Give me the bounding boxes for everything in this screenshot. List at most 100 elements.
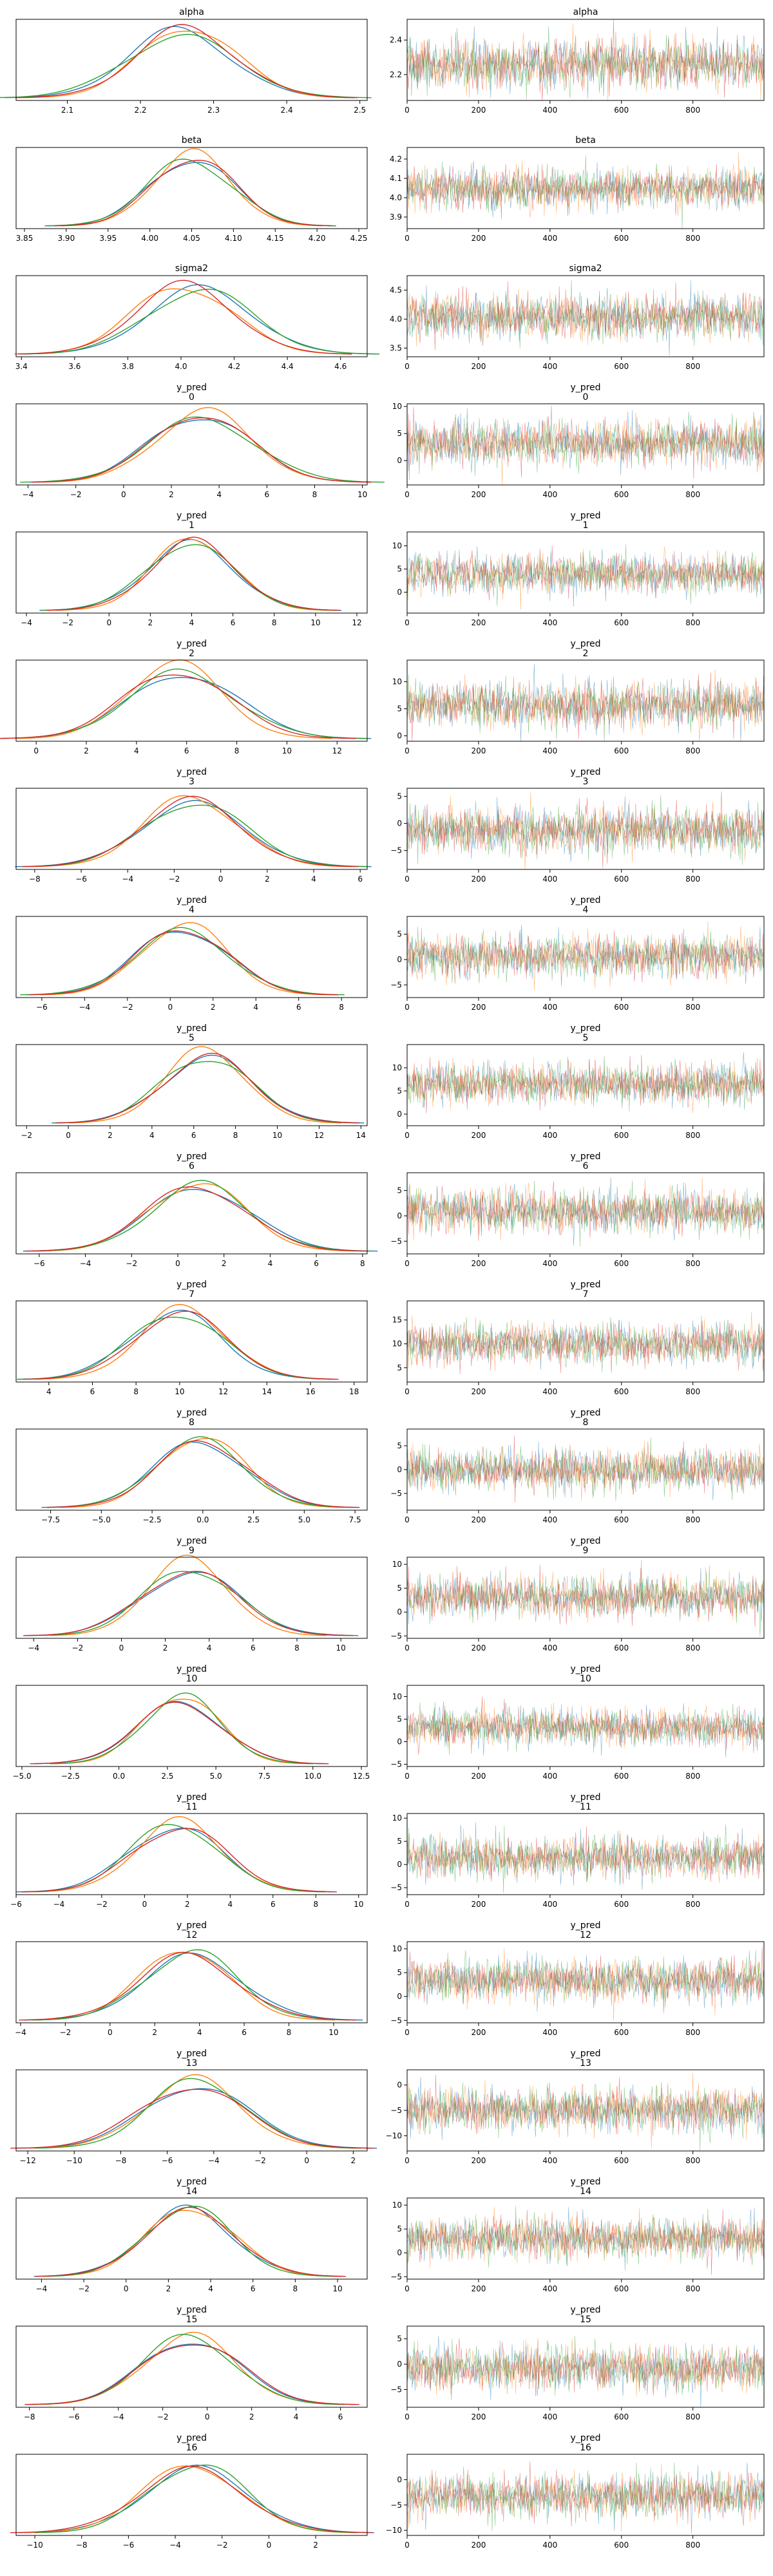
trace-ytick-label: 10	[392, 1692, 402, 1701]
density-line-chain-0	[19, 2465, 374, 2533]
density-xtick-label: 6	[251, 2284, 256, 2293]
trace-axes-frame	[406, 916, 765, 998]
trace-line-chain-3	[406, 1564, 764, 1627]
density-xtick-label: 2	[108, 1131, 113, 1140]
trace-ytick-label: 0	[397, 819, 402, 828]
trace-line-chain-2	[406, 1437, 764, 1501]
density-line-chain-3	[21, 1828, 337, 1893]
density-xtick-label: −10	[66, 2156, 82, 2165]
density-xtick-label: 8	[234, 746, 240, 755]
trace-xtick-label: 200	[471, 1515, 486, 1524]
density-xtick-label: 6	[191, 1131, 196, 1140]
density-xtick-label: 6	[251, 1643, 256, 1653]
trace-title: y_pred	[570, 1664, 600, 1674]
trace-line-chain-3	[406, 1181, 764, 1242]
trace-xtick-label: 600	[614, 362, 629, 371]
density-xtick-label: 6	[264, 490, 269, 499]
density-xtick-label: 18	[349, 1387, 359, 1396]
density-xtick-label: −4	[28, 1643, 39, 1653]
density-line-chain-0	[4, 26, 355, 99]
trace-xtick-label: 800	[685, 2412, 700, 2421]
trace-axes-frame	[406, 1044, 765, 1126]
trace-xtick-label: 0	[405, 490, 410, 499]
density-subtitle: 9	[189, 1546, 195, 1556]
trace-title: y_pred	[570, 511, 600, 521]
trace-ytick-label: 0	[397, 1211, 402, 1220]
trace-ytick-label: 4.5	[390, 286, 402, 295]
trace-xtick-label: 0	[405, 1387, 410, 1396]
density-xtick-label: 0	[167, 1003, 173, 1012]
density-xtick-label: 0	[106, 618, 111, 627]
trace-subtitle: 13	[580, 2058, 591, 2069]
trace-ytick-label: −5	[390, 1883, 402, 1892]
density-subtitle: 12	[186, 1930, 198, 1940]
trace-axes-frame	[406, 1813, 765, 1895]
trace-line-chain-1	[406, 1440, 764, 1501]
trace-line-chain-3	[406, 19, 764, 101]
density-line-chain-2	[0, 33, 372, 99]
density-line-chain-2	[33, 1571, 348, 1636]
density-xtick-label: 6	[338, 2412, 343, 2421]
trace-line-chain-3	[406, 2074, 764, 2136]
density-line-chain-1	[35, 1183, 358, 1252]
density-xtick-label: −4	[15, 2028, 26, 2037]
trace-ytick-label: 3.5	[390, 344, 402, 353]
density-line-chain-2	[0, 668, 367, 739]
trace-xtick-label: 800	[685, 746, 700, 755]
density-axes-frame	[15, 2069, 368, 2152]
density-xtick-label: 5.0	[298, 1515, 310, 1524]
density-title: y_pred	[177, 1280, 207, 1290]
density-xtick-label: 10	[329, 2028, 338, 2037]
density-xtick-label: 4	[189, 618, 195, 627]
density-line-chain-0	[15, 800, 372, 867]
trace-xtick-label: 0	[405, 875, 410, 884]
trace-ytick-label: 5	[397, 1715, 402, 1724]
trace-ytick-label: −5	[390, 1236, 402, 1245]
density-line-chain-2	[32, 1949, 350, 2021]
trace-xtick-label: 400	[542, 1259, 557, 1268]
density-subtitle: 5	[189, 1033, 195, 1043]
density-line-chain-3	[47, 1440, 360, 1508]
density-line-chain-3	[46, 536, 340, 611]
density-line-chain-2	[41, 544, 339, 611]
density-xtick-label: −6	[68, 2412, 80, 2421]
trace-ytick-label: 5	[397, 930, 402, 939]
trace-xtick-label: 800	[685, 875, 700, 884]
trace-xtick-label: 400	[542, 1900, 557, 1909]
density-xtick-label: 16	[305, 1387, 315, 1396]
density-subtitle: 0	[189, 392, 195, 402]
trace-ytick-label: 10	[392, 1560, 402, 1569]
trace-xtick-label: 400	[542, 2412, 557, 2421]
trace-xtick-label: 800	[685, 2156, 700, 2165]
trace-line-chain-2	[406, 1315, 764, 1372]
density-xtick-label: 4.2	[228, 362, 240, 371]
trace-line-chain-3	[406, 1947, 764, 2013]
density-xtick-label: −6	[75, 875, 87, 884]
density-line-chain-1	[50, 1555, 327, 1636]
density-line-chain-2	[54, 1061, 358, 1124]
trace-ytick-label: −5	[390, 2501, 402, 2510]
density-xtick-label: −2	[126, 1259, 137, 1268]
density-line-chain-2	[20, 927, 345, 996]
trace-xtick-label: 400	[542, 106, 557, 115]
density-title: y_pred	[177, 1151, 207, 1162]
trace-ytick-label: −5	[390, 2106, 402, 2115]
density-subtitle: 16	[186, 2443, 198, 2453]
density-axes-frame	[15, 403, 368, 486]
trace-ytick-label: 10	[392, 1814, 402, 1823]
density-xtick-label: 2.3	[207, 106, 220, 115]
trace-title: y_pred	[570, 1920, 600, 1931]
trace-ytick-label: −5	[390, 2385, 402, 2394]
trace-ytick-label: 10	[392, 677, 402, 687]
density-xtick-label: −4	[53, 1900, 65, 1909]
density-subtitle: 14	[186, 2186, 198, 2197]
density-xtick-label: 4	[268, 1259, 273, 1268]
density-xtick-label: −4	[113, 2412, 124, 2421]
trace-line-chain-2	[406, 2206, 764, 2268]
density-title: y_pred	[177, 1408, 207, 1418]
trace-xtick-label: 0	[405, 1900, 410, 1909]
trace-ytick-label: −10	[386, 2526, 402, 2535]
trace-line-chain-1	[406, 151, 764, 218]
